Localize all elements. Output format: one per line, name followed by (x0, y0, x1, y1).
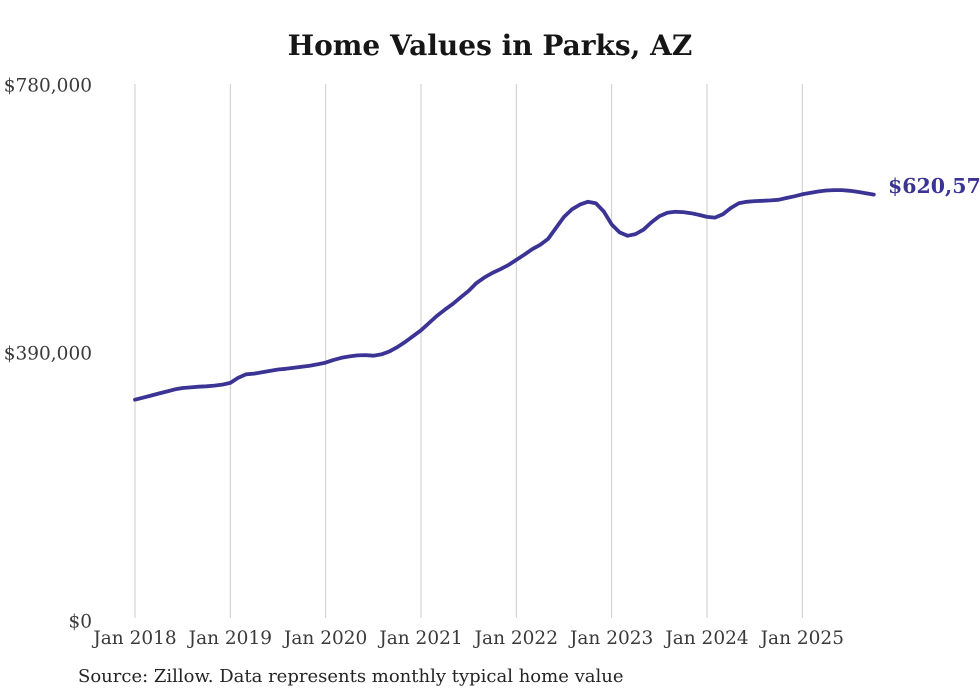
x-tick-label: Jan 2023 (568, 628, 653, 649)
x-tick-label: Jan 2019 (187, 628, 272, 649)
x-tick-label: Jan 2018 (91, 628, 176, 649)
x-tick-label: Jan 2024 (663, 628, 748, 649)
chart-title: Home Values in Parks, AZ (287, 29, 693, 62)
x-tick-label: Jan 2020 (282, 628, 367, 649)
x-tick-label: Jan 2025 (759, 628, 844, 649)
y-tick-label: $0 (68, 612, 92, 633)
x-tick-label: Jan 2021 (377, 628, 462, 649)
home-value-line (133, 188, 876, 402)
y-tick-label: $780,000 (4, 76, 92, 97)
latest-value-label: $620,579 (888, 174, 980, 198)
y-tick-label: $390,000 (4, 344, 92, 365)
source-note: Source: Zillow. Data represents monthly … (78, 666, 624, 687)
x-tick-label: Jan 2022 (473, 628, 558, 649)
